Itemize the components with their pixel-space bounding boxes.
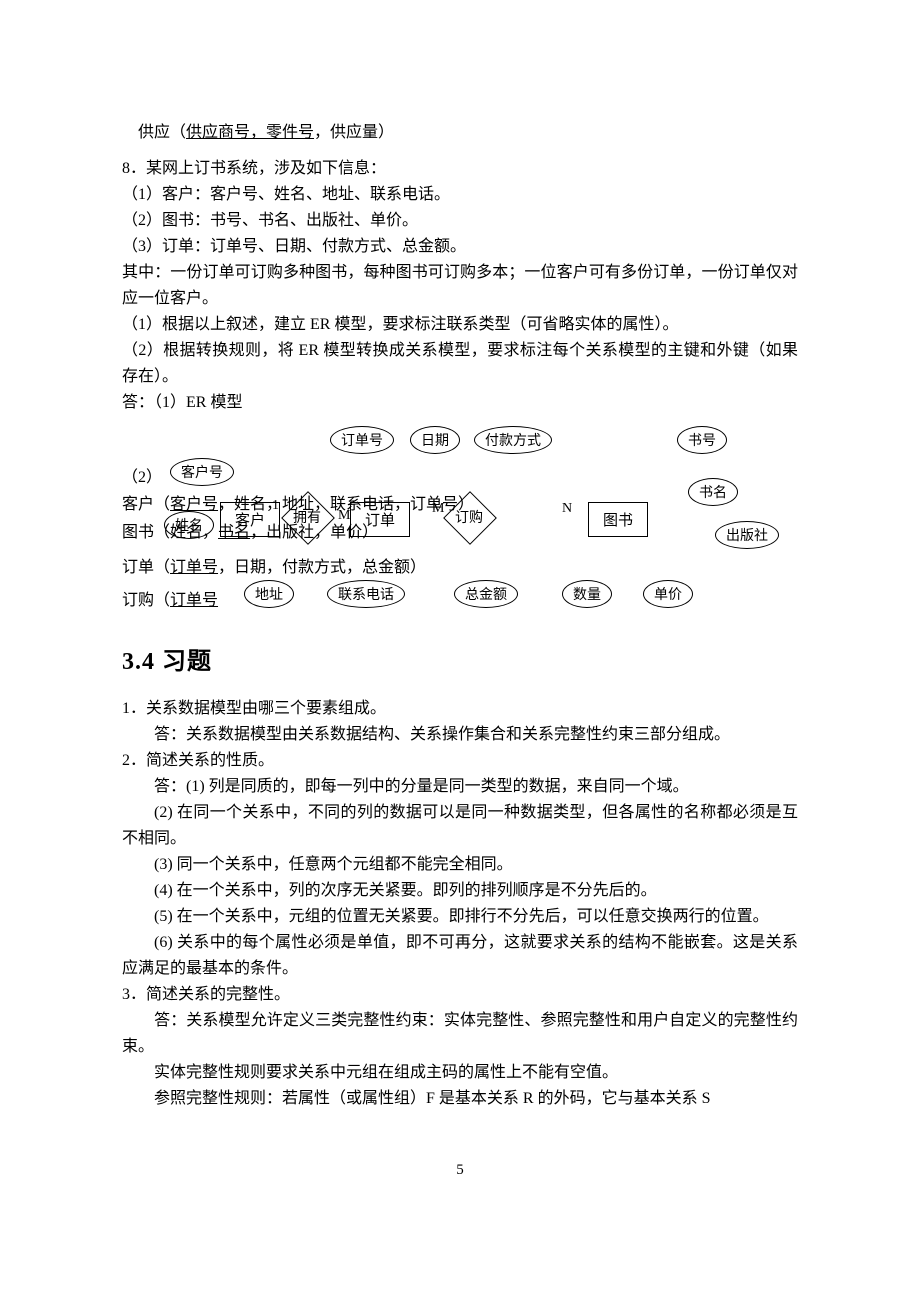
q8-note: 其中：一份订单可订购多种图书，每种图书可订购多本；一位客户可有多份订单，一份订单… [122, 260, 798, 312]
t-u: 书名 [218, 524, 250, 541]
ov-o4: 订单（订单号，日期，付款方式，总金额） [122, 553, 426, 577]
t: ，日期，付款方式，总金额） [218, 559, 426, 576]
q2-q: 2．简述关系的性质。 [122, 748, 798, 774]
q2-a6: (6) 关系中的每个属性必须是单值，即不可再分，这就要求关系的结构不能嵌套。这是… [122, 930, 798, 982]
q3-a2: 实体完整性规则要求关系中元组在组成主码的属性上不能有空值。 [122, 1060, 798, 1086]
t: 订单（ [122, 559, 170, 576]
attr-phone: 联系电话 [327, 580, 405, 608]
t-u: 订单号 [170, 559, 218, 576]
card-N: N [562, 501, 572, 517]
q8-2: （2）图书：书号、书名、出版社、单价。 [122, 208, 798, 234]
t: ，姓名，地址，联系电话，订单号） [218, 496, 474, 513]
t: (5) 在一个关系中，元组的位置无关紧要。即排行不分先后，可以任意交换两行的位置… [154, 908, 769, 925]
page: 供应（供应商号，零件号，供应量） 8．某网上订书系统，涉及如下信息： （1）客户… [0, 0, 920, 1239]
q8-task1: （1）根据以上叙述，建立 ER 模型，要求标注联系类型（可省略实体的属性）。 [122, 312, 798, 338]
attr-qty: 数量 [562, 580, 612, 608]
q2-a5: (5) 在一个关系中，元组的位置无关紧要。即排行不分先后，可以任意交换两行的位置… [122, 904, 798, 930]
q2-a1: 答：(1) 列是同质的，即每一列中的分量是同一类型的数据，来自同一个域。 [122, 774, 798, 800]
t: 订购（ [122, 592, 170, 609]
t: (6) 关系中的每个属性必须是单值，即不可再分，这就要求关系的结构不能嵌套。这是… [122, 934, 798, 977]
ov-o5: 订购（订单号 [122, 586, 218, 610]
q8-1: （1）客户：客户号、姓名、地址、联系电话。 [122, 182, 798, 208]
er-diagram: 订单号 日期 付款方式 书号 客户号 姓名 地址 联系电话 总金额 数量 单价 … [122, 408, 822, 613]
page-number: 5 [122, 1162, 798, 1179]
attr-date: 日期 [410, 426, 460, 454]
attr-book-name: 书名 [688, 478, 738, 506]
ov-o2: 客户（客户号，姓名，地址，联系电话，订单号） [122, 490, 474, 514]
q8-3: （3）订单：订单号、日期、付款方式、总金额。 [122, 234, 798, 260]
ov-o3: 图书（姓名，书名，出版社，单价） [122, 518, 378, 542]
q2-a4: (4) 在一个关系中，列的次序无关紧要。即列的排列顺序是不分先后的。 [122, 878, 798, 904]
t: 姓名 [170, 524, 202, 541]
t-u: 供应商号，零件号 [186, 124, 314, 141]
attr-publisher: 出版社 [715, 521, 779, 549]
q1-a: 答：关系数据模型由关系数据结构、关系操作集合和关系完整性约束三部分组成。 [122, 722, 798, 748]
attr-address: 地址 [244, 580, 294, 608]
t: (2) 在同一个关系中，不同的列的数据可以是同一种数据类型，但各属性的名称都必须… [122, 804, 798, 847]
attr-customer-no: 客户号 [170, 458, 234, 486]
q1-q: 1．关系数据模型由哪三个要素组成。 [122, 696, 798, 722]
t-u: 客户号 [170, 496, 218, 513]
q3-a3: 参照完整性规则：若属性（或属性组）F 是基本关系 R 的外码，它与基本关系 S [122, 1086, 798, 1112]
q2-a2: (2) 在同一个关系中，不同的列的数据可以是同一种数据类型，但各属性的名称都必须… [122, 800, 798, 852]
heading-3-4: 3.4 习题 [122, 641, 798, 676]
q8-task2: （2）根据转换规则，将 ER 模型转换成关系模型，要求标注每个关系模型的主键和外… [122, 338, 798, 390]
t: ，出版社，单价） [250, 524, 378, 541]
t: 图书（ [122, 524, 170, 541]
line-supply: 供应（供应商号，零件号，供应量） [122, 120, 798, 146]
attr-total: 总金额 [454, 580, 518, 608]
q8: 8．某网上订书系统，涉及如下信息： [122, 156, 798, 182]
attr-price: 单价 [643, 580, 693, 608]
attr-order-no: 订单号 [330, 426, 394, 454]
q3-q: 3．简述关系的完整性。 [122, 982, 798, 1008]
t: ，供应量） [314, 124, 394, 141]
entity-book: 图书 [588, 502, 648, 537]
t-u: 订单号 [170, 592, 218, 609]
attr-pay: 付款方式 [474, 426, 552, 454]
spacer [122, 146, 798, 156]
q2-a3: (3) 同一个关系中，任意两个元组都不能完全相同。 [122, 852, 798, 878]
t: ， [202, 524, 218, 541]
t: 客户（ [122, 496, 170, 513]
t: 供应（ [138, 124, 186, 141]
t: 答：关系模型允许定义三类完整性约束：实体完整性、参照完整性和用户自定义的完整性约… [122, 1012, 798, 1055]
q3-a1: 答：关系模型允许定义三类完整性约束：实体完整性、参照完整性和用户自定义的完整性约… [122, 1008, 798, 1060]
attr-book-no: 书号 [677, 426, 727, 454]
ov-o1: （2） [122, 463, 162, 487]
